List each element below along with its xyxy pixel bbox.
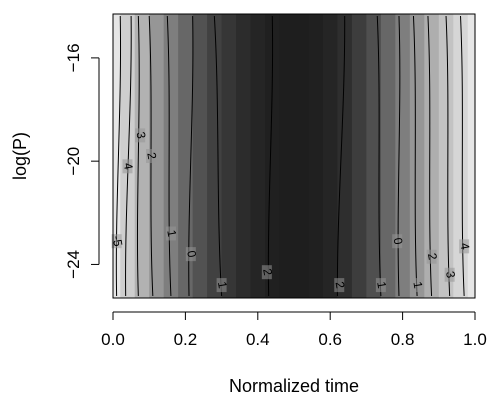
contour-label: 0	[391, 237, 406, 246]
heatmap-column	[221, 14, 237, 298]
heatmap-column	[380, 14, 396, 298]
contour-label: 3	[443, 270, 458, 279]
contour-label: 1	[410, 280, 425, 289]
contour-line	[125, 15, 132, 297]
heatmap-column	[207, 14, 223, 298]
contour-line	[115, 15, 122, 297]
contour-line	[336, 15, 346, 297]
contour-label: 3	[133, 131, 148, 140]
x-tick-label: 0.0	[101, 330, 125, 349]
contour-line	[136, 15, 140, 297]
contour-label-background	[111, 234, 122, 249]
contour-label: 1	[374, 280, 389, 289]
contour-label: 2	[425, 252, 440, 261]
heatmap-column	[113, 14, 121, 298]
heatmap-column	[250, 14, 266, 298]
heatmap-column	[120, 14, 136, 298]
contour-label-background	[146, 149, 157, 163]
contour-line	[397, 15, 401, 297]
contour-label-background	[334, 278, 345, 293]
heatmap-column	[409, 14, 425, 298]
contour-label: 2	[144, 151, 159, 160]
heatmap-column	[453, 14, 469, 298]
x-tick-label: 0.2	[174, 330, 198, 349]
contour-label-background	[375, 278, 386, 293]
x-tick-label: 0.6	[318, 330, 342, 349]
contour-line	[445, 15, 451, 297]
y-axis: −24 −20 −16	[64, 43, 100, 279]
contour-label: 4	[121, 162, 136, 171]
contour-label: -5	[110, 235, 126, 248]
heatmap-column	[467, 14, 476, 298]
contour-label-background	[185, 247, 196, 262]
contour-label-background	[261, 265, 272, 280]
heatmap-column	[395, 14, 411, 298]
heatmap-column	[351, 14, 367, 298]
contour-label: 4	[457, 242, 472, 251]
contour-label-background	[426, 249, 437, 264]
contour-line	[267, 15, 274, 297]
heatmap-surface	[113, 14, 476, 298]
heatmap-column	[322, 14, 339, 298]
contour-label-background	[392, 234, 403, 249]
y-tick-label: −16	[64, 43, 83, 72]
contour-label-background	[459, 239, 470, 254]
heatmap-column	[134, 14, 150, 298]
contour-line	[213, 15, 223, 297]
contour-label-background	[412, 278, 423, 293]
x-tick-label: 0.4	[246, 330, 270, 349]
contour-line	[412, 15, 418, 297]
contour-line	[460, 15, 465, 297]
y-tick-label: −20	[64, 147, 83, 176]
heatmap-column	[279, 14, 295, 298]
y-tick-label: −24	[64, 250, 83, 279]
contour-line	[166, 15, 172, 297]
heatmap-column	[236, 14, 252, 298]
contour-line	[376, 15, 382, 297]
y-axis-label: log(P)	[10, 132, 30, 180]
contour-label-background	[135, 128, 146, 143]
heatmap-column	[366, 14, 382, 298]
heatmap-column	[337, 14, 353, 298]
heatmap-column	[163, 14, 179, 298]
heatmap-column	[308, 14, 324, 298]
heatmap-column	[424, 14, 440, 298]
x-axis-label: Normalized time	[229, 376, 359, 396]
x-tick-label: 1.0	[463, 330, 487, 349]
heatmap-column	[294, 14, 310, 298]
x-axis: 0.0 0.2 0.4 0.6 0.8 1.0	[101, 311, 487, 349]
contour-label-background	[165, 226, 176, 241]
plot-frame	[112, 13, 476, 299]
heatmap-column	[192, 14, 208, 298]
contour-label: 2	[260, 268, 275, 277]
contour-label: 0	[184, 249, 199, 258]
contour-label-background	[122, 159, 133, 174]
contour-label-background	[216, 278, 227, 293]
contour-label: 1	[164, 229, 179, 238]
heatmap-column	[438, 14, 454, 298]
contour-label: 1	[215, 280, 230, 289]
heatmap-column	[149, 14, 165, 298]
contour-label: 2	[333, 280, 348, 289]
contour-label-background	[444, 267, 455, 282]
x-tick-label: 0.8	[391, 330, 415, 349]
